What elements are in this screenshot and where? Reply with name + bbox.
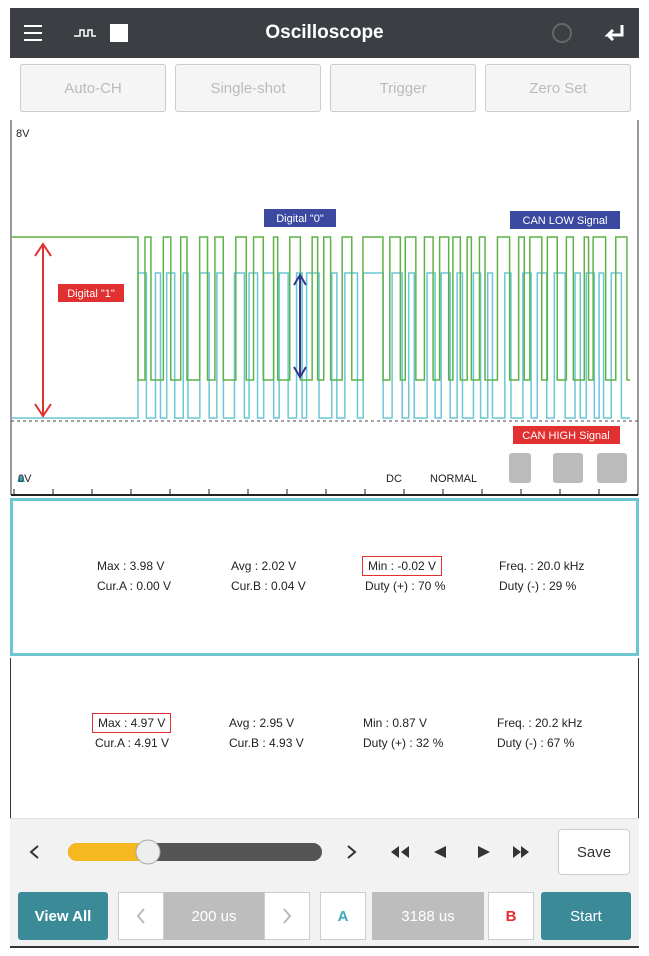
arrow-heads	[34, 242, 52, 418]
next-button[interactable]	[347, 845, 357, 859]
digital-1-label: Digital "1"	[67, 288, 115, 300]
measurement: Avg : 2.02 V	[231, 559, 297, 573]
measurement: Cur.A : 4.91 V	[95, 736, 170, 750]
ground-marker	[17, 474, 25, 482]
settings-icon[interactable]	[24, 25, 42, 41]
toolbar-icons	[24, 23, 624, 43]
coupling: DC	[386, 473, 402, 485]
playback-bar: Save	[10, 818, 639, 884]
auto-ch-button[interactable]: Auto-CH	[20, 64, 166, 112]
measurement: Freq. : 20.0 kHz	[499, 559, 585, 573]
chevron	[136, 908, 145, 924]
cursor-button[interactable]	[509, 453, 531, 483]
cursor-a-button[interactable]: A	[320, 892, 366, 940]
measurement: Cur.A : 0.00 V	[97, 579, 172, 593]
channel-b-panel: Max : 4.97 V Avg : 2.95 V Min : 0.87 V Freq…	[10, 658, 639, 818]
time-next[interactable]	[264, 892, 310, 940]
time-div: 200 us	[164, 892, 264, 940]
slider-fill	[68, 843, 148, 861]
measurement: Duty (+) : 32 %	[363, 736, 444, 750]
digital-0-label: Digital "0"	[276, 213, 324, 225]
trigger-mode: NORMAL	[430, 473, 477, 485]
top-voltage: 8V	[16, 128, 30, 140]
measurement: Duty (-) : 67 %	[497, 736, 575, 750]
label-bg	[58, 284, 124, 302]
zero-set-button[interactable]: Zero Set	[485, 64, 631, 112]
measurement: Avg : 2.95 V	[229, 716, 295, 730]
toolbar: Oscilloscope	[10, 8, 639, 58]
waveforms	[12, 236, 630, 419]
measurement: Max : 3.98 V	[97, 559, 165, 573]
chevron	[283, 908, 292, 924]
label-bg	[264, 209, 336, 227]
measurement: Max : 4.97 V	[91, 713, 172, 733]
prev-button[interactable]	[29, 845, 39, 859]
save-icon[interactable]	[110, 24, 128, 42]
channel-a-panel: Max : 3.98 V Avg : 2.02 V Min : -0.02 V Fre…	[10, 498, 639, 656]
measurement: Cur.B : 4.93 V	[229, 736, 304, 750]
scope: Digital "1" Digital "0" CAN LOW Signal C…	[10, 120, 639, 496]
label-bg	[510, 211, 620, 229]
refresh-icon[interactable]	[552, 23, 572, 43]
waveform	[12, 236, 630, 381]
measurement: Duty (+) : 70 %	[365, 579, 446, 593]
measurement: Duty (-) : 29 %	[499, 579, 577, 593]
waveform	[12, 272, 630, 419]
can-high-label: CAN HIGH Signal	[522, 430, 609, 442]
can-low-label: CAN LOW Signal	[523, 215, 608, 227]
single-shot-button[interactable]: Single-shot	[175, 64, 321, 112]
view-all-button[interactable]: View All	[18, 892, 108, 940]
back-icon[interactable]	[604, 25, 624, 42]
wave-icon[interactable]	[74, 29, 96, 37]
measurement: Cur.B : 0.04 V	[231, 579, 306, 593]
playback-controls	[29, 839, 529, 865]
fullscreen-button[interactable]	[597, 453, 627, 483]
arrow-heads	[293, 273, 307, 379]
measurement: Min : 0.87 V	[363, 716, 428, 730]
measurement: Freq. : 20.2 kHz	[497, 716, 583, 730]
cursor-delta: 3188 us	[372, 892, 484, 940]
measurement: Min : -0.02 V	[361, 556, 443, 576]
media-buttons[interactable]	[391, 846, 529, 858]
start-button[interactable]: Start	[541, 892, 631, 940]
scale-button[interactable]	[553, 453, 583, 483]
bottom-voltage: 0V	[18, 473, 32, 485]
time-prev[interactable]	[118, 892, 164, 940]
cursor-b-button[interactable]: B	[488, 892, 534, 940]
slider-thumb[interactable]	[135, 839, 161, 865]
save-button[interactable]: Save	[558, 829, 630, 875]
label-bg	[513, 426, 620, 444]
trigger-button[interactable]: Trigger	[330, 64, 476, 112]
